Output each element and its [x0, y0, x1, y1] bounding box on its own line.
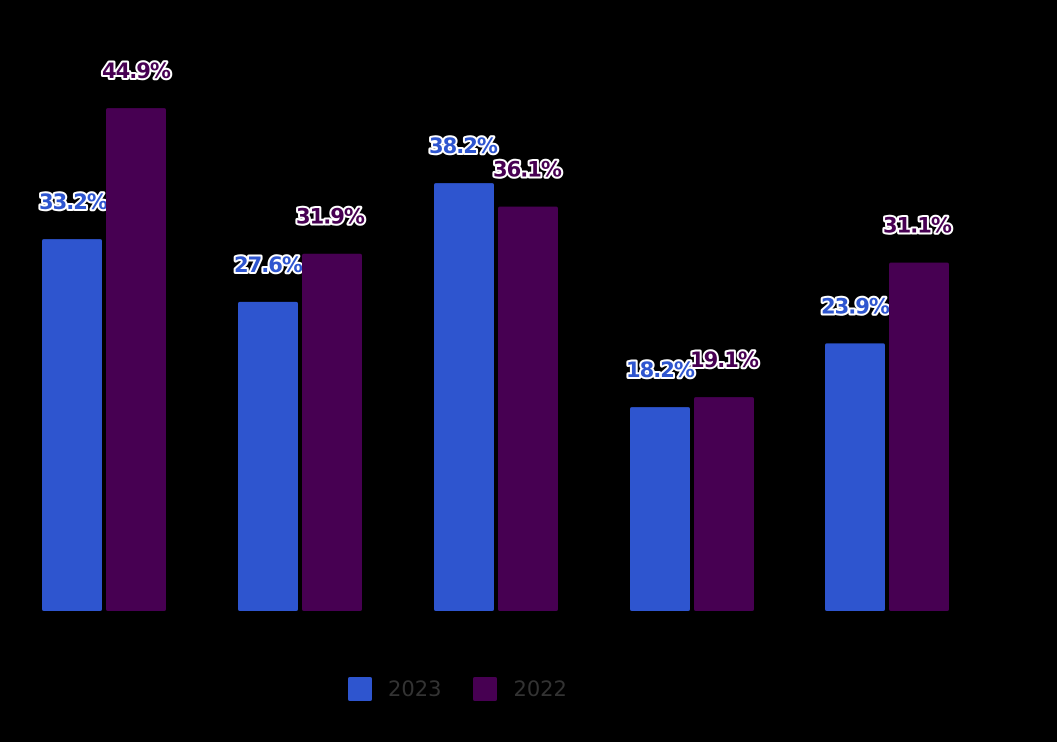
data-label-2022-5: 31.1% [883, 214, 952, 238]
bar-2022-1[interactable] [106, 108, 166, 612]
bar-2022-4[interactable] [694, 397, 754, 611]
bar-2022-2[interactable] [302, 253, 362, 611]
data-label-2023-3: 38.2% [429, 134, 498, 158]
data-label-2022-4: 19.1% [690, 348, 759, 372]
data-label-2022-3: 36.1% [493, 158, 562, 182]
bar-2023-1[interactable] [42, 239, 102, 611]
data-label-2022-1: 44.9% [102, 59, 171, 83]
bar-2023-4[interactable] [630, 407, 690, 611]
data-label-2023-4: 18.2% [626, 358, 695, 382]
bar-2022-3[interactable] [498, 206, 558, 611]
data-label-2023-1: 33.2% [39, 190, 108, 214]
legend-item-2023[interactable]: 2023 [348, 677, 441, 701]
bar-2023-2[interactable] [238, 301, 298, 611]
chart-legend: 2023 2022 [348, 677, 599, 701]
legend-swatch-2023 [348, 677, 372, 701]
legend-label-2022: 2022 [513, 677, 567, 701]
legend-swatch-2022 [473, 677, 498, 701]
bar-2023-5[interactable] [825, 343, 885, 611]
bar-2023-3[interactable] [434, 183, 494, 611]
data-label-2022-2: 31.9% [296, 205, 365, 229]
bar-2022-5[interactable] [889, 262, 949, 611]
data-label-2023-5: 23.9% [821, 294, 890, 318]
data-label-2023-2: 27.6% [234, 253, 303, 277]
legend-item-2022[interactable]: 2022 [473, 677, 567, 701]
legend-label-2023: 2023 [388, 677, 442, 701]
